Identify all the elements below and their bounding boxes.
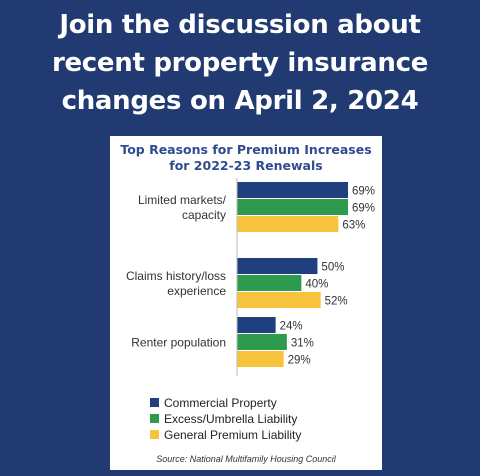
category-label: Claims history/loss <box>126 269 226 283</box>
bar <box>237 351 284 367</box>
bar <box>237 258 318 274</box>
bar <box>237 199 348 215</box>
bar <box>237 182 348 198</box>
headline-line-2: recent property insurance <box>51 48 429 78</box>
data-label: 50% <box>321 262 344 274</box>
legend-label: General Premium Liability <box>164 428 301 442</box>
legend-label: Commercial Property <box>164 396 277 410</box>
data-label: 69% <box>352 186 375 198</box>
category-label: experience <box>167 284 226 298</box>
category-label: Renter population <box>131 336 226 350</box>
legend-swatch <box>150 414 159 423</box>
category-label: Limited markets/ <box>138 193 227 207</box>
data-label: 24% <box>280 321 303 333</box>
bar-chart: Limited markets/capacity 69% 69% 63% Claims … <box>126 178 375 442</box>
headline: Join the discussion about recent propert… <box>0 6 480 120</box>
chart-title-line-1: Top Reasons for Premium Increases <box>120 142 372 157</box>
chart-title: Top Reasons for Premium Increases for 20… <box>110 142 382 174</box>
data-label: 69% <box>352 203 375 215</box>
bar <box>237 317 276 333</box>
bar <box>237 216 339 232</box>
chart-title-line-2: for 2022-23 Renewals <box>169 158 323 173</box>
data-label: 40% <box>305 279 328 291</box>
legend-label: Excess/Umbrella Liability <box>164 412 297 426</box>
headline-line-1: Join the discussion about <box>59 10 421 40</box>
bar <box>237 275 302 291</box>
data-label: 52% <box>325 296 348 308</box>
data-label: 29% <box>288 355 311 367</box>
data-label: 63% <box>342 220 365 232</box>
chart-card: Top Reasons for Premium Increases for 20… <box>110 136 382 470</box>
chart-source: Source: National Multifamily Housing Cou… <box>156 454 336 464</box>
bar <box>237 292 321 308</box>
legend-swatch <box>150 398 159 407</box>
legend-swatch <box>150 430 159 439</box>
bar <box>237 334 287 350</box>
data-label: 31% <box>291 338 314 350</box>
headline-line-3: changes on April 2, 2024 <box>61 86 419 116</box>
category-label: capacity <box>182 208 226 222</box>
